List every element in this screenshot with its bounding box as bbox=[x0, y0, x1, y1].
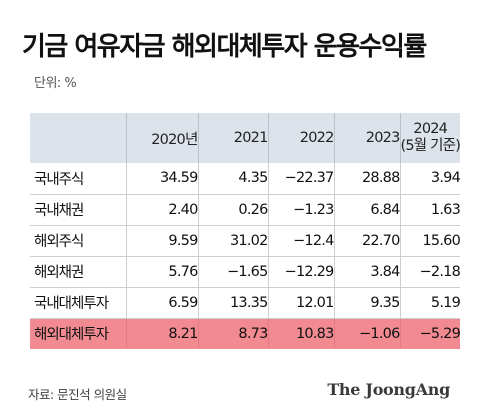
column-header-text: 2024 bbox=[413, 121, 448, 137]
header-row: 2020년 2021 2022 2023 2024 (5월 기준) bbox=[30, 113, 461, 163]
table-cell-value: 9.35 bbox=[333, 287, 400, 318]
returns-table: 2020년 2021 2022 2023 2024 (5월 기준) 국내주식 34.59 4.… bbox=[30, 113, 461, 349]
column-header: 2022 bbox=[267, 113, 334, 163]
table-cell-value: 28.88 bbox=[333, 163, 400, 194]
table-row-highlighted: 해외대체투자 8.21 8.73 10.83 −1.06 −5.29 bbox=[30, 318, 461, 349]
table-cell-value: 12.01 bbox=[267, 287, 334, 318]
table-cell-value: −1.23 bbox=[267, 194, 334, 225]
table-cell-value: −2.18 bbox=[399, 256, 461, 287]
table-body: 국내주식 34.59 4.35 −22.37 28.88 3.94 국내채권 2.40 0.26… bbox=[30, 163, 461, 349]
table-cell-value: 3.94 bbox=[399, 163, 461, 194]
table-cell-value: 4.35 bbox=[197, 163, 268, 194]
row-label: 국내대체투자 bbox=[34, 296, 109, 312]
table-cell-value: 5.19 bbox=[399, 287, 461, 318]
table-cell-value: 1.63 bbox=[399, 194, 461, 225]
table-cell-value: 22.70 bbox=[333, 225, 400, 256]
table-row: 국내대체투자 6.59 13.35 12.01 9.35 5.19 bbox=[30, 287, 461, 318]
table-row: 해외채권 5.76 −1.65 −12.29 3.84 −2.18 bbox=[30, 256, 461, 287]
header-corner bbox=[30, 113, 126, 163]
chart-title: 기금 여유자금 해외대체투자 운용수익률 bbox=[22, 32, 427, 62]
column-header: 2021 bbox=[197, 113, 268, 163]
source-note: 자료: 문진석 의원실 bbox=[28, 387, 127, 402]
column-header-text: 2021 bbox=[233, 130, 268, 146]
table-cell-value: −22.37 bbox=[267, 163, 334, 194]
row-label: 국내주식 bbox=[34, 171, 84, 188]
table-cell-value: 13.35 bbox=[197, 287, 268, 318]
brand-logo: The JoongAng bbox=[327, 380, 450, 399]
table-cell-value: 9.59 bbox=[125, 225, 198, 256]
table-cell-value: 2.40 bbox=[125, 194, 198, 225]
row-label: 해외주식 bbox=[34, 234, 84, 250]
table-header: 2020년 2021 2022 2023 2024 (5월 기준) bbox=[30, 113, 461, 163]
table-row: 해외주식 9.59 31.02 −12.4 22.70 15.60 bbox=[30, 225, 461, 256]
column-header: 2024 (5월 기준) bbox=[399, 113, 461, 163]
column-header-text: 2020년 bbox=[151, 131, 198, 148]
table-cell-value: 6.59 bbox=[125, 287, 198, 318]
table-cell-value: −12.4 bbox=[267, 225, 334, 256]
table-cell-value: 10.83 bbox=[267, 318, 334, 349]
table-cell-value: 8.21 bbox=[125, 318, 198, 349]
table-cell-value: 34.59 bbox=[125, 163, 198, 194]
table-cell-value: −5.29 bbox=[399, 318, 461, 349]
row-label: 국내채권 bbox=[34, 203, 84, 219]
table-row: 국내채권 2.40 0.26 −1.23 6.84 1.63 bbox=[30, 194, 461, 225]
table-cell-value: −12.29 bbox=[267, 256, 334, 287]
table-cell-value: 15.60 bbox=[399, 225, 461, 256]
table-cell-value: 5.76 bbox=[125, 256, 198, 287]
table-row: 국내주식 34.59 4.35 −22.37 28.88 3.94 bbox=[30, 163, 461, 194]
column-header-text: 2023 bbox=[365, 130, 400, 146]
row-label: 해외채권 bbox=[34, 265, 84, 281]
column-header-text: 2022 bbox=[299, 130, 334, 146]
table-cell-value: −1.06 bbox=[333, 318, 400, 349]
column-header-text: (5월 기준) bbox=[400, 138, 461, 154]
table-cell-value: 31.02 bbox=[197, 225, 268, 256]
table-cell-value: −1.65 bbox=[197, 256, 268, 287]
unit-label: 단위: % bbox=[34, 76, 77, 91]
column-header: 2020년 bbox=[125, 113, 198, 163]
table-cell-value: 6.84 bbox=[333, 194, 400, 225]
table-cell-value: 0.26 bbox=[197, 194, 268, 225]
table-cell-value: 3.84 bbox=[333, 256, 400, 287]
table-cell-value: 8.73 bbox=[197, 318, 268, 349]
column-header: 2023 bbox=[333, 113, 400, 163]
row-label: 해외대체투자 bbox=[34, 327, 109, 344]
